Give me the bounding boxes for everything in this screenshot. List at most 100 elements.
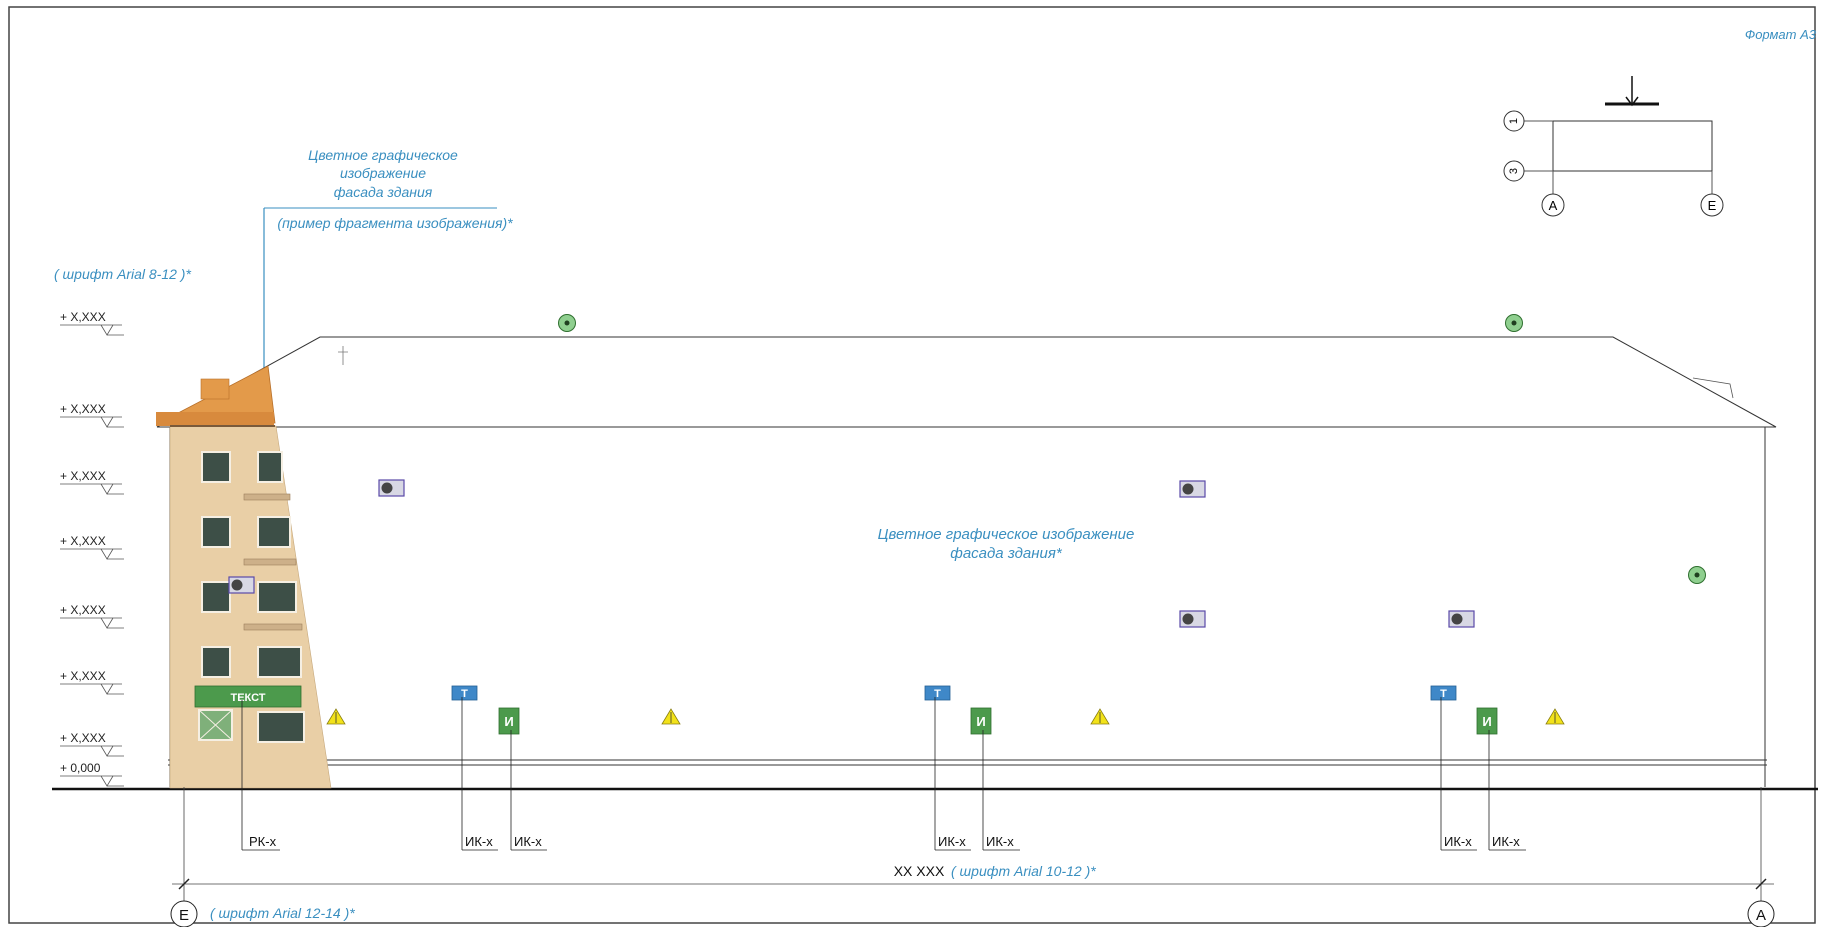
level-triangle-icon xyxy=(100,324,114,336)
tablet-letter: Т xyxy=(1440,688,1447,700)
lamp-icon xyxy=(1545,708,1565,725)
tag-leaders xyxy=(241,697,1526,851)
info-plate-letter: И xyxy=(1482,714,1491,729)
facade-balcony xyxy=(243,493,291,501)
level-label: + X,XXX xyxy=(60,310,106,324)
level-triangle-icon xyxy=(100,416,114,428)
equipment-tag: ИК-х xyxy=(1444,834,1472,849)
callout-title-line: фасада здания xyxy=(334,184,433,200)
equipment-tag: ИК-х xyxy=(1492,834,1520,849)
axis-label-left: Е xyxy=(179,907,189,924)
callout-title-line: Цветное графическое xyxy=(308,147,458,163)
key-plan-col-label: Е xyxy=(1708,198,1717,213)
level-mark: + X,XXX xyxy=(60,310,124,336)
tablet-icon: Т xyxy=(451,685,478,701)
center-note-line: Цветное графическое изображение xyxy=(878,526,1135,543)
axis-bubble-left xyxy=(170,900,198,927)
level-label: + X,XXX xyxy=(60,603,106,617)
key-plan: 1 3 А Е xyxy=(1503,76,1724,217)
facade-window xyxy=(257,646,302,678)
level-label: + X,XXX xyxy=(60,731,106,745)
key-plan-outline xyxy=(1552,120,1713,172)
facade-window xyxy=(201,516,231,548)
overall-dimension xyxy=(172,787,1774,902)
equipment-tag: РК-х xyxy=(249,834,277,849)
equipment-tag: ИК-х xyxy=(938,834,966,849)
callout-title-line: изображение xyxy=(340,165,426,181)
equipment-tag: ИК-х xyxy=(465,834,493,849)
levels-font-note: ( шрифт Arial 8-12 )* xyxy=(54,266,191,282)
tablet-letter: Т xyxy=(934,688,941,700)
camera-icon xyxy=(378,479,405,497)
level-triangle-icon xyxy=(100,683,114,695)
info-plate-icon: И xyxy=(970,707,992,735)
camera-icon xyxy=(1179,480,1206,498)
level-triangle-icon xyxy=(100,483,114,495)
level-mark: + X,XXX xyxy=(60,534,124,560)
lamp-icon xyxy=(661,708,681,725)
level-label: + X,XXX xyxy=(60,402,106,416)
axis-font-note: ( шрифт Arial 12-14 )* xyxy=(210,905,355,921)
facade-window xyxy=(257,516,291,548)
camera-icon xyxy=(228,576,255,594)
dimension-tick xyxy=(1755,878,1767,890)
equipment-tag: ИК-х xyxy=(986,834,1014,849)
key-plan-row-bubble xyxy=(1503,110,1525,132)
facade-fragment: ТЕКСТ xyxy=(156,365,332,789)
facade-balcony xyxy=(243,558,297,566)
camera-icon xyxy=(1448,610,1475,628)
facade-window xyxy=(201,581,231,613)
level-triangle-icon xyxy=(100,548,114,560)
shop-sign xyxy=(194,685,302,708)
info-plate-icon: И xyxy=(1476,707,1498,735)
level-mark: + X,XXX xyxy=(60,603,124,629)
key-plan-row-label: 1 xyxy=(1508,118,1520,124)
camera-icon xyxy=(1179,610,1206,628)
facade-balcony xyxy=(243,623,303,631)
round-marker-icon xyxy=(1505,314,1523,332)
level-marks: + X,XXX + X,XXX + X,XXX + X,XXX + X,XXX xyxy=(60,310,124,787)
dimension-tick xyxy=(178,878,190,890)
dimension-value: XX XXX xyxy=(894,863,945,879)
info-plate-letter: И xyxy=(976,714,985,729)
lamp-icon xyxy=(326,708,346,725)
facade-window xyxy=(201,451,231,483)
roof-outline xyxy=(156,336,1777,428)
key-plan-col-bubble xyxy=(1700,193,1724,217)
key-plan-row-bubble xyxy=(1503,160,1525,182)
key-plan-col-bubble xyxy=(1541,193,1565,217)
fragment-wall xyxy=(169,425,332,789)
equipment-tag: ИК-х xyxy=(514,834,542,849)
level-label: + X,XXX xyxy=(60,534,106,548)
level-triangle-icon xyxy=(100,617,114,629)
facade-window xyxy=(257,451,283,483)
level-label: + X,XXX xyxy=(60,469,106,483)
lightning-rod-icon xyxy=(338,346,348,365)
key-plan-col-label: А xyxy=(1549,198,1558,213)
level-mark: + X,XXX xyxy=(60,669,124,695)
tablet-letter: Т xyxy=(461,688,468,700)
facade-window xyxy=(257,711,305,743)
level-label: + 0,000 xyxy=(60,761,101,775)
lamp-icon xyxy=(1090,708,1110,725)
round-marker-icon xyxy=(558,314,576,332)
level-label: + X,XXX xyxy=(60,669,106,683)
level-mark: + X,XXX xyxy=(60,731,124,757)
shop-window-grille xyxy=(198,709,233,741)
format-label: Формат А3 xyxy=(1745,27,1817,42)
info-plate-icon: И xyxy=(498,707,520,735)
roof-vent xyxy=(1692,377,1734,399)
key-plan-row-label: 3 xyxy=(1508,168,1520,174)
round-marker-icon xyxy=(1688,566,1706,584)
facade-window xyxy=(201,646,231,678)
tablet-icon: Т xyxy=(1430,685,1457,701)
fragment-eave xyxy=(156,412,274,426)
facade-window xyxy=(257,581,297,613)
dimension-font-note: ( шрифт Arial 10-12 )* xyxy=(951,863,1096,879)
fragment-chimney xyxy=(200,378,230,400)
level-mark: + X,XXX xyxy=(60,469,124,495)
center-note-line: фасада здания* xyxy=(950,545,1063,562)
shop-sign-text: ТЕКСТ xyxy=(230,692,265,704)
axis-bubble-right xyxy=(1747,900,1775,927)
